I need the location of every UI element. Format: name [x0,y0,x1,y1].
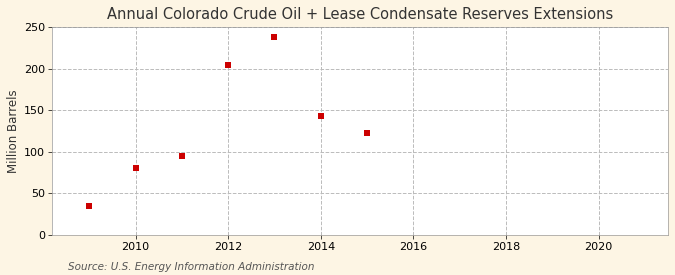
Point [176,154,187,158]
Text: Source: U.S. Energy Information Administration: Source: U.S. Energy Information Administ… [68,262,314,272]
Point [315,114,326,118]
Point [84,204,95,208]
Title: Annual Colorado Crude Oil + Lease Condensate Reserves Extensions: Annual Colorado Crude Oil + Lease Conden… [107,7,614,22]
Y-axis label: Million Barrels: Million Barrels [7,89,20,173]
Point [223,62,234,67]
Point [269,35,280,39]
Point [362,131,373,136]
Point [130,166,141,170]
